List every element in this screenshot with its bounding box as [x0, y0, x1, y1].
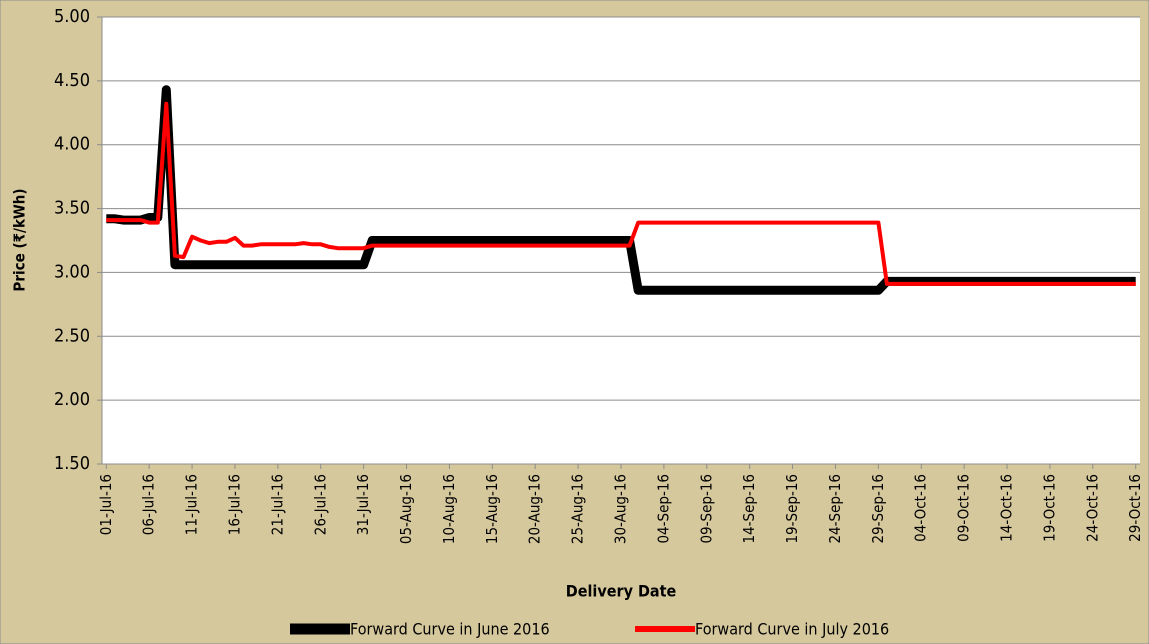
y-axis-label: Price (₹/kWh): [11, 188, 29, 291]
x-tick-label: 30-Aug-16: [612, 474, 630, 544]
y-tick-label: 3.50: [54, 198, 90, 219]
x-tick-label: 04-Sep-16: [654, 474, 672, 544]
legend-label: Forward Curve in June 2016: [350, 620, 550, 639]
x-axis-label: Delivery Date: [566, 582, 677, 601]
y-tick-label: 2.50: [54, 325, 90, 346]
x-tick-label: 06-Jul-16: [140, 474, 158, 535]
x-tick-label: 25-Aug-16: [569, 474, 587, 544]
x-tick-label: 09-Sep-16: [697, 474, 715, 544]
x-tick-label: 29-Oct-16: [1126, 474, 1144, 542]
x-tick-label: 19-Oct-16: [1040, 474, 1058, 542]
x-tick-label: 19-Sep-16: [783, 474, 801, 544]
series-line: [106, 101, 1136, 286]
y-tick-label: 4.00: [54, 134, 90, 155]
x-tick-label: 21-Jul-16: [268, 474, 286, 535]
y-tick-label: 1.50: [54, 453, 90, 474]
x-tick-label: 26-Jul-16: [311, 474, 329, 535]
x-tick-label: 29-Sep-16: [869, 474, 887, 544]
x-tick-label: 15-Aug-16: [483, 474, 501, 544]
x-tick-label: 20-Aug-16: [526, 474, 544, 544]
y-tick-label: 2.00: [54, 389, 90, 410]
x-tick-label: 09-Oct-16: [955, 474, 973, 542]
x-tick-label: 14-Sep-16: [740, 474, 758, 544]
y-tick-label: 5.00: [54, 6, 90, 27]
x-tick-label: 01-Jul-16: [97, 474, 115, 535]
series-line: [106, 85, 1136, 295]
x-tick-label: 16-Jul-16: [225, 474, 243, 535]
x-tick-label: 10-Aug-16: [440, 474, 458, 544]
x-tick-label: 11-Jul-16: [183, 474, 201, 535]
x-tick-label: 14-Oct-16: [998, 474, 1016, 542]
x-tick-label: 24-Oct-16: [1083, 474, 1101, 542]
y-tick-label: 4.50: [54, 70, 90, 91]
x-tick-label: 24-Sep-16: [826, 474, 844, 544]
x-tick-label: 31-Jul-16: [354, 474, 372, 535]
x-tick-label: 04-Oct-16: [912, 474, 930, 542]
x-tick-label: 05-Aug-16: [397, 474, 415, 544]
y-tick-label: 3.00: [54, 261, 90, 282]
legend-label: Forward Curve in July 2016: [695, 620, 889, 639]
